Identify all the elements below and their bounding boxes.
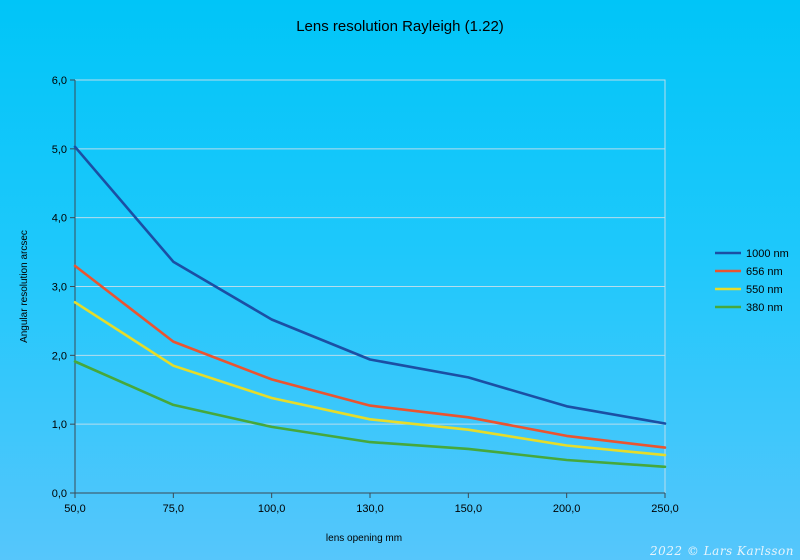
legend-label: 380 nm [746,302,783,314]
series-lines [73,145,667,469]
y-tick-label: 0,0 [52,488,67,500]
x-tick-label: 130,0 [356,503,384,515]
y-tick-label: 1,0 [52,419,67,431]
series-line-4 [73,360,667,469]
x-tick-labels: 50,0 75,0 100,0 130,0 150,0 200,0 250,0 [64,503,678,515]
legend-label: 1000 nm [746,248,789,260]
y-tick-label: 6,0 [52,75,67,87]
axes [70,79,666,498]
legend-label: 656 nm [746,266,783,278]
series-line-1 [73,145,667,425]
y-tick-label: 4,0 [52,213,67,225]
x-tick-label: 50,0 [64,503,85,515]
y-tick-label: 5,0 [52,144,67,156]
x-tick-label: 75,0 [163,503,184,515]
y-tick-label: 3,0 [52,282,67,294]
y-axis-title: Angular resolution arcsec [19,230,30,343]
y-tick-labels: 0,0 1,0 2,0 3,0 4,0 5,0 6,0 [52,75,67,500]
series-line-3 [73,300,667,457]
x-tick-label: 250,0 [651,503,679,515]
series-line-2 [73,264,667,449]
legend-label: 550 nm [746,284,783,296]
y-tick-label: 2,0 [52,350,67,362]
legend: 1000 nm 656 nm 550 nm 380 nm [715,248,789,314]
x-tick-label: 150,0 [455,503,483,515]
x-tick-label: 100,0 [258,503,286,515]
x-tick-label: 200,0 [553,503,581,515]
x-axis-title: lens opening mm [326,533,402,544]
gridlines [75,79,665,425]
watermark: 2022 © Lars Karlsson [650,544,794,558]
chart-title: Lens resolution Rayleigh (1.22) [296,18,504,35]
